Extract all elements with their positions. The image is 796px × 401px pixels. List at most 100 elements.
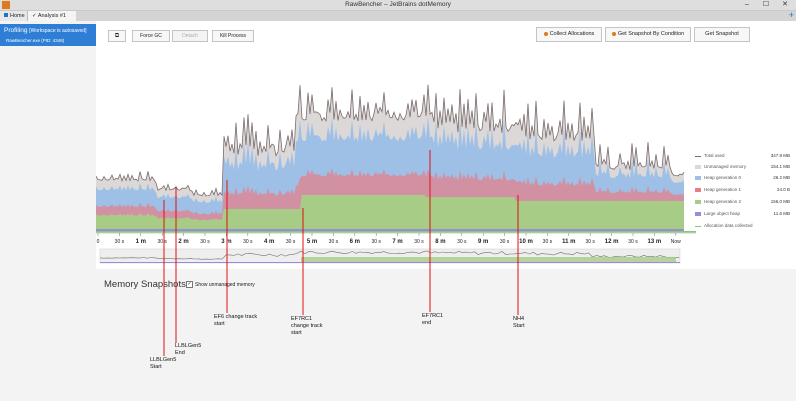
timeline-tick-label: 0 [97, 239, 100, 245]
legend-unit: B [786, 187, 790, 192]
add-tab-button[interactable]: + [788, 10, 794, 20]
annotation-llblgen5-start: LLBLGen5 Start [150, 357, 177, 370]
timeline-tick-label: 8 m [435, 239, 445, 245]
timeline-tick-label: 12 m [605, 239, 619, 245]
allocation-data-bar [96, 231, 696, 233]
timeline-tick-label: 13 m [648, 239, 662, 245]
heap-gen2-area [96, 195, 684, 229]
timeline-tick-label: 30 s [286, 239, 296, 245]
timeline-tick-label: 30 s [157, 239, 167, 245]
timeline-tick-label: 30 s [500, 239, 510, 245]
timeline-tick-label: 30 s [200, 239, 210, 245]
heap-gen1-area [96, 168, 684, 221]
timeline-tick-label: 30 s [457, 239, 467, 245]
timeline-tick-label: 11 m [562, 239, 575, 245]
snapshot-by-condition-label: Get Snapshot By Condition [617, 31, 685, 37]
legend-unit: MB [783, 175, 790, 180]
kill-process-button[interactable]: Kill Process [212, 30, 254, 42]
timeline-tick-label: 7 m [392, 239, 402, 245]
legend-unit: MB [783, 199, 790, 204]
pin-icon[interactable]: ⧉ [108, 30, 126, 42]
session-status: [Workspace is autosaved] [29, 28, 87, 34]
legend-name: Total used [704, 153, 725, 158]
home-icon [4, 13, 8, 17]
sidebar: Profiling [Workspace is autosaved] RawBe… [0, 21, 97, 401]
legend-swatch [695, 188, 701, 192]
tab-analysis[interactable]: ✓ Analysis #1 [27, 11, 76, 21]
close-button[interactable]: ✕ [782, 1, 788, 8]
legend-swatch [695, 156, 701, 157]
detach-button[interactable]: Detach [172, 30, 208, 42]
timeline-tick-label: 3 m [221, 239, 231, 245]
legend-unit: MB [783, 164, 790, 169]
record-dot-icon [611, 31, 616, 36]
timeline-tick-label: 30 s [329, 239, 339, 245]
window-title: RawBencher – JetBrains dotMemory [345, 1, 451, 8]
tab-home-label: Home [10, 13, 25, 19]
annotation-ef7rc1-end: EF7RC1 end [422, 313, 444, 326]
snapshots-panel: Memory Snapshots ✓ Show unmanaged memory [96, 269, 796, 401]
overview-gen2-area [301, 257, 676, 262]
timeline-tick-label: 9 m [478, 239, 488, 245]
timeline-tick-label: 1 m [136, 239, 146, 245]
timeline-tick-label: 4 m [264, 239, 274, 245]
legend-swatch [695, 200, 701, 204]
timeline-tick-label: 30 s [371, 239, 381, 245]
show-unmanaged-label: Show unmanaged memory [195, 281, 255, 288]
annotation-ef6-start: EF6 change track start [214, 314, 258, 327]
legend-item: Heap generation 2 156.0 MB [692, 199, 796, 207]
tab-bar: Home ✓ Analysis #1 [0, 11, 796, 21]
app-logo-icon [2, 1, 10, 9]
timeline-tick-label: 5 m [307, 239, 317, 245]
legend-name: Heap generation 1 [704, 187, 742, 192]
legend-name: Unmanaged memory [704, 164, 747, 169]
collect-allocations-button[interactable]: Collect Allocations [536, 27, 602, 42]
legend-item: Large object heap 11.6 MB [692, 211, 796, 219]
profiling-session-item[interactable]: Profiling [Workspace is autosaved] RawBe… [0, 24, 96, 46]
legend-item: Allocation data collected [692, 223, 796, 231]
timeline-tick-label: 30 s [585, 239, 595, 245]
annotation-nh4-start: NH4 Start [513, 316, 525, 329]
minimize-button[interactable]: – [745, 1, 749, 8]
legend-value: 156.0 [770, 199, 782, 204]
timeline-tick-label: Now [671, 239, 681, 245]
timeline-tick-label: 30 s [115, 239, 125, 245]
legend-item: Heap generation 0 26.2 MB [692, 175, 796, 183]
toolbar: ⧉ Force GC Detach Kill Process Collect A… [96, 21, 796, 47]
overview-loh-area [100, 262, 680, 263]
record-dot-icon [543, 31, 548, 36]
total-used-line [96, 84, 685, 197]
checkbox-check-icon: ✓ [186, 281, 193, 288]
legend-value: 154.1 [770, 164, 782, 169]
memory-chart[interactable]: 0 30 s 1 m 30 s 2 m 30 s 3 m 30 s 4 m 30 s 5 m 30 s… [96, 47, 796, 269]
annotation-ef7rc1-start: EF7RC1 change track start [291, 316, 323, 336]
maximize-button[interactable]: ☐ [762, 1, 770, 8]
legend-item: Total used 347.8 MB [692, 153, 796, 161]
tab-analysis-label: ✓ Analysis #1 [32, 13, 66, 19]
force-gc-button[interactable]: Force GC [132, 30, 170, 42]
tab-home[interactable]: Home [0, 11, 34, 21]
legend-value: 26.2 [773, 175, 782, 180]
timeline-tick-label: 10 m [519, 239, 533, 245]
legend-swatch [695, 226, 701, 227]
legend-swatch [695, 165, 701, 169]
timeline-tick-label: 30 s [628, 239, 638, 245]
timeline-tick-label: 2 m [178, 239, 188, 245]
get-snapshot-button[interactable]: Get Snapshot [694, 27, 750, 42]
title-bar: RawBencher – JetBrains dotMemory – ☐ ✕ [0, 0, 796, 11]
memory-timeline-panel: 0 30 s 1 m 30 s 2 m 30 s 3 m 30 s 4 m 30 s 5 m 30 s… [96, 47, 796, 269]
legend-value: 347.8 [770, 153, 782, 158]
legend-swatch [695, 176, 701, 180]
timeline-tick-label: 30 s [414, 239, 424, 245]
legend-item: Heap generation 1 24.0 B [692, 187, 796, 195]
snapshot-by-condition-button[interactable]: Get Snapshot By Condition [605, 27, 691, 42]
timeline-tick-label: 30 s [543, 239, 553, 245]
legend-swatch [695, 212, 701, 216]
legend-name: Heap generation 2 [704, 199, 742, 204]
session-label: Profiling [4, 27, 28, 34]
timeline-tick-label: 30 s [243, 239, 253, 245]
legend-unit: MB [783, 153, 790, 158]
collect-allocations-label: Collect Allocations [549, 31, 595, 37]
show-unmanaged-checkbox[interactable]: ✓ Show unmanaged memory [186, 281, 255, 288]
legend-name: Large object heap [704, 211, 741, 216]
